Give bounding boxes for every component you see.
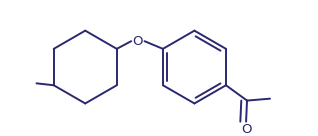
Text: O: O — [241, 123, 251, 136]
Text: O: O — [133, 35, 143, 48]
